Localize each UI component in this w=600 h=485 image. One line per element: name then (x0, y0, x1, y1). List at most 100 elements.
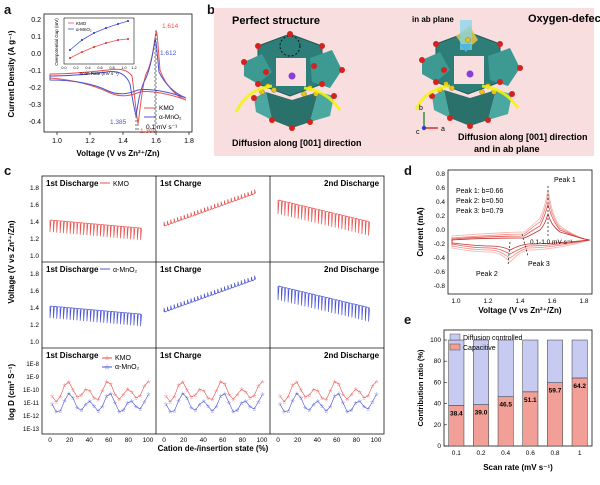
logd-point: ☆ (374, 392, 379, 398)
c-row1-label: KMO (113, 181, 130, 188)
logd-point: ☆ (197, 387, 202, 393)
right-diffusion-arrow-1 (414, 84, 451, 111)
logd-point: ☆ (294, 391, 299, 397)
logd-point: ☆ (336, 382, 341, 388)
logd-point: ☆ (239, 401, 244, 407)
logd-point: ☆ (227, 401, 232, 407)
logd-point: ☆ (374, 379, 379, 385)
logd-point: ☆ (248, 396, 253, 402)
logd-point: ☆ (260, 379, 265, 385)
logd-point: ☆ (311, 387, 316, 393)
d-ytick: 0.4 (436, 199, 445, 206)
logd-point: ☆ (345, 410, 350, 416)
c-dtick: 1E-12 (23, 414, 40, 420)
logd-point: ☆ (164, 402, 169, 408)
logd-point: ☆ (92, 404, 97, 410)
c-dtick: 1E-13 (23, 427, 40, 433)
logd-point: ☆ (66, 380, 71, 386)
logd-point: ☆ (366, 407, 371, 413)
capacitive-bar (497, 396, 514, 447)
logd-point: ☆ (349, 392, 354, 398)
panel-a-legend-kmo: KMO (159, 105, 174, 112)
logd-point: ☆ (125, 387, 130, 393)
logd-point: ☆ (117, 397, 122, 403)
logd-point: ☆ (62, 383, 67, 389)
logd-point: ☆ (235, 392, 240, 398)
logd-point: ☆ (176, 383, 181, 389)
logd-point: ☆ (214, 404, 219, 410)
axis-label-c: c (416, 129, 420, 136)
logd-point: ☆ (320, 396, 325, 402)
e-ytick: 40 (434, 401, 442, 408)
c-row1-title-2: 1st Charge (160, 179, 202, 188)
logd-point: ☆ (83, 387, 88, 393)
logd-point: ☆ (332, 394, 337, 400)
d-ytick: 0.2 (436, 213, 445, 220)
c-dtick: 1E-8 (26, 362, 39, 368)
logd-point: ☆ (260, 392, 265, 398)
c-xtick: 100 (143, 437, 154, 444)
panel-b-background (214, 8, 594, 156)
logd-point: ☆ (294, 380, 299, 386)
c-legend-kmo: KMO (115, 355, 132, 362)
left-diffusing-ions (259, 83, 319, 97)
d-xtick: 1.2 (483, 298, 492, 305)
logd-point: ☆ (125, 401, 130, 407)
c-row2-title-1: 1st Discharge (46, 265, 99, 274)
left-oxygen-atoms (241, 31, 345, 131)
logd-point: ☆ (370, 384, 375, 390)
logd-point: ☆ (71, 396, 76, 402)
d-ytick: 0.8 (436, 171, 445, 178)
panel-b-in-ab-plane: in ab plane (412, 15, 454, 24)
capacitive-bar (448, 405, 465, 447)
logd-point: ☆ (87, 389, 92, 395)
gitt-voltage-trace (49, 219, 142, 241)
gitt-voltage-trace (49, 305, 142, 327)
panel-d-b-value: Peak 3: b=0.79 (456, 208, 503, 215)
logd-point: ☆ (362, 396, 367, 402)
logd-point: ☆ (201, 389, 206, 395)
logd-point: ☆ (58, 394, 63, 400)
logd-point: ☆ (134, 405, 139, 411)
logd-point: ☆ (142, 384, 147, 390)
logd-point: ☆ (138, 394, 143, 400)
logd-point: ☆ (50, 402, 55, 408)
left-diffusion-arrow-2 (303, 86, 342, 111)
panel-letter-e: e (404, 312, 412, 327)
c-dtick: 1E-11 (23, 401, 39, 407)
logd-point: ☆ (303, 406, 308, 412)
logd-point: ☆ (370, 400, 375, 406)
logd-point: ☆ (66, 391, 71, 397)
e-xtick: 0.4 (501, 450, 510, 457)
panel-d-xlabel: Voltage (V vs Zn²⁺/Zn) (478, 306, 562, 315)
c-vtick: 1.8 (30, 185, 39, 192)
c-xtick: 60 (105, 437, 113, 444)
mno2-ox-peak-label: 1.612 (160, 50, 177, 57)
c-row1-title-3: 2nd Discharge (324, 179, 380, 188)
capacitive-value-label: 59.7 (549, 388, 562, 395)
logd-point: ☆ (180, 380, 185, 386)
panel-e-xlabel: Scan rate (mV s⁻¹) (483, 463, 553, 472)
logd-point: ☆ (189, 406, 194, 412)
e-ytick: 100 (430, 337, 441, 344)
logd-point: ☆ (210, 398, 215, 404)
inset-xtick: 0.2 (73, 66, 78, 70)
c-xtick: 20 (180, 437, 188, 444)
inset-xtick: 0.8 (109, 66, 114, 70)
logd-point: ☆ (87, 399, 92, 405)
panel-a-ytick: 0.0 (31, 51, 41, 58)
c-xtick: 80 (125, 437, 133, 444)
panel-a-ytick: -0.4 (29, 119, 41, 126)
logd-point: ☆ (222, 382, 227, 388)
right-diffusing-ions (437, 37, 497, 95)
logd-point: ☆ (243, 399, 248, 405)
gitt-voltage-trace (163, 189, 256, 227)
logd-point: ☆ (201, 399, 206, 405)
svg-text:☆: ☆ (104, 355, 110, 363)
k-ion-left (288, 72, 296, 80)
logd-point: ☆ (75, 406, 80, 412)
panel-a-ytick: 0.1 (31, 34, 41, 41)
panel-e-axes (443, 329, 593, 447)
logd-point: ☆ (252, 394, 257, 400)
